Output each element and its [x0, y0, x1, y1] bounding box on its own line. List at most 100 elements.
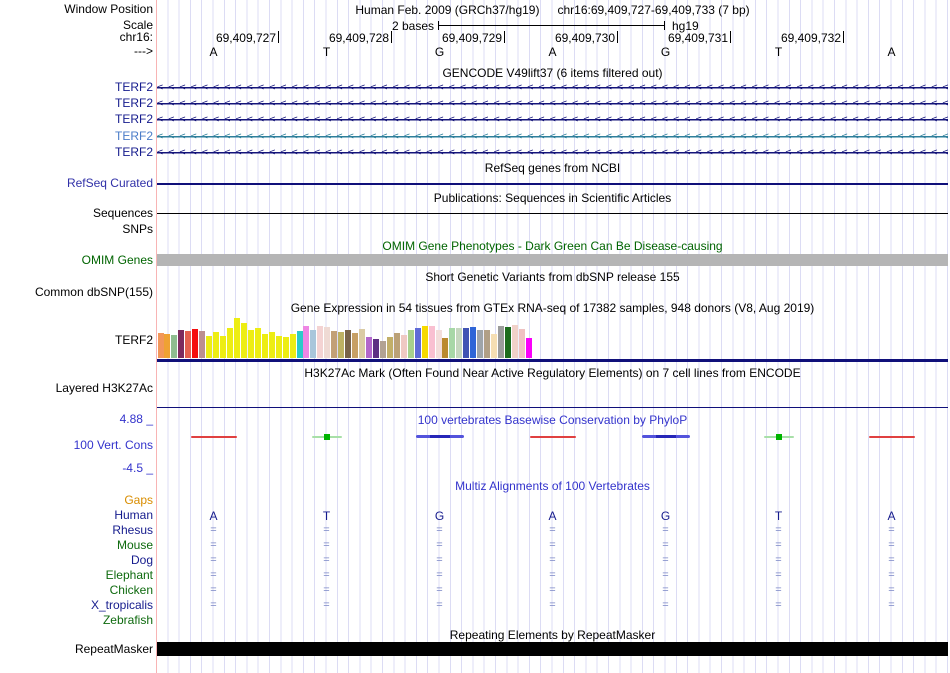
- gtex-bar[interactable]: [352, 333, 359, 358]
- repeatmasker-label[interactable]: RepeatMasker: [74, 642, 153, 656]
- gtex-bar[interactable]: [338, 332, 345, 358]
- gtex-bar[interactable]: [220, 336, 227, 358]
- phylop-mark[interactable]: [190, 436, 237, 438]
- gtex-bar[interactable]: [421, 326, 428, 358]
- gtex-bar[interactable]: [393, 333, 400, 358]
- phylop-mark[interactable]: [415, 435, 464, 438]
- species-label[interactable]: Human: [114, 508, 153, 522]
- species-label[interactable]: Dog: [130, 553, 153, 567]
- gtex-bar[interactable]: [227, 328, 233, 358]
- phylop-mark[interactable]: [641, 435, 690, 438]
- gtex-bar[interactable]: [282, 337, 289, 358]
- species-label[interactable]: Zebrafish: [102, 613, 153, 627]
- base-letter: T: [322, 45, 331, 59]
- gtex-bar[interactable]: [442, 338, 449, 358]
- gene-row-label[interactable]: TERF2: [114, 128, 153, 143]
- gtex-bar[interactable]: [359, 329, 366, 358]
- gtex-bar[interactable]: [435, 330, 442, 358]
- sequences-item-line[interactable]: [157, 213, 948, 214]
- gtex-bar[interactable]: [289, 334, 296, 358]
- common-dbsnp-label[interactable]: Common dbSNP(155): [34, 285, 153, 299]
- gtex-bar[interactable]: [414, 328, 421, 358]
- gtex-bar[interactable]: [303, 326, 310, 358]
- phylop-track-label[interactable]: 100 Vert. Cons: [73, 438, 153, 452]
- gtex-bar[interactable]: [400, 335, 407, 358]
- gtex-bar[interactable]: [247, 330, 254, 358]
- match-mark: =: [210, 569, 217, 581]
- gtex-bar[interactable]: [233, 318, 240, 358]
- match-mark: =: [323, 599, 330, 611]
- phylop-mark[interactable]: [529, 436, 576, 438]
- gtex-bar[interactable]: [164, 334, 171, 358]
- gtex-bar[interactable]: [213, 332, 220, 358]
- gtex-bar[interactable]: [310, 330, 317, 358]
- gtex-bar[interactable]: [254, 328, 261, 358]
- match-mark: =: [436, 599, 443, 611]
- gene-row-label[interactable]: TERF2: [114, 112, 153, 127]
- gtex-bar[interactable]: [185, 331, 192, 358]
- gtex-bar[interactable]: [240, 323, 247, 358]
- gtex-bar[interactable]: [379, 341, 386, 358]
- gtex-bar[interactable]: [296, 331, 303, 358]
- gtex-bar[interactable]: [199, 331, 206, 358]
- species-label[interactable]: Mouse: [116, 538, 153, 552]
- refseq-curated-label[interactable]: RefSeq Curated: [66, 176, 153, 190]
- gtex-bar[interactable]: [477, 330, 484, 358]
- gtex-bar[interactable]: [386, 337, 393, 358]
- gtex-bar[interactable]: [449, 328, 456, 358]
- species-label[interactable]: X_tropicalis: [90, 598, 153, 612]
- gtex-bar[interactable]: [407, 330, 414, 358]
- repeatmasker-element-bar[interactable]: [157, 642, 948, 656]
- gtex-bar[interactable]: [206, 336, 213, 358]
- gtex-bar[interactable]: [317, 326, 324, 358]
- match-mark: =: [323, 539, 330, 551]
- species-label[interactable]: Rhesus: [112, 523, 153, 537]
- gtex-bar[interactable]: [324, 327, 331, 358]
- gtex-bar[interactable]: [331, 331, 338, 358]
- gtex-bar[interactable]: [498, 326, 505, 358]
- gtex-bar[interactable]: [178, 330, 185, 358]
- gene-row-label[interactable]: TERF2: [114, 80, 153, 94]
- gtex-bar[interactable]: [463, 328, 470, 358]
- gtex-bar[interactable]: [518, 329, 525, 358]
- gtex-bar[interactable]: [456, 328, 463, 358]
- omim-gene-bar[interactable]: [157, 254, 948, 266]
- match-mark: =: [775, 554, 782, 566]
- gtex-bar[interactable]: [261, 334, 268, 358]
- species-label[interactable]: Gaps: [124, 493, 153, 507]
- gtex-bar[interactable]: [192, 329, 199, 358]
- phylop-mark[interactable]: [868, 436, 915, 438]
- snps-label[interactable]: SNPs: [122, 222, 153, 236]
- gtex-bar[interactable]: [428, 326, 435, 358]
- gtex-bar[interactable]: [470, 327, 477, 358]
- gtex-gene-label[interactable]: TERF2: [114, 333, 153, 347]
- sequences-label[interactable]: Sequences: [92, 206, 153, 220]
- gene-row[interactable]: <<<<<<<<<<<<<<<<<<<<<<<<<<<<<<<<<<<<<<<<…: [157, 129, 948, 143]
- phylop-mark[interactable]: [311, 434, 342, 440]
- gtex-bar[interactable]: [484, 330, 491, 358]
- gtex-bar[interactable]: [366, 337, 372, 358]
- gtex-bar[interactable]: [491, 334, 498, 358]
- phylop-mark[interactable]: [763, 434, 794, 440]
- refseq-gene-line[interactable]: [157, 183, 948, 185]
- gtex-bar[interactable]: [268, 332, 275, 358]
- gtex-bar[interactable]: [275, 336, 282, 358]
- gtex-bar[interactable]: [372, 339, 379, 358]
- gtex-bar[interactable]: [345, 330, 352, 358]
- species-label[interactable]: Elephant: [105, 568, 153, 582]
- gene-row[interactable]: <<<<<<<<<<<<<<<<<<<<<<<<<<<<<<<<<<<<<<<<…: [157, 145, 948, 159]
- gtex-bar[interactable]: [157, 333, 164, 358]
- gene-row[interactable]: <<<<<<<<<<<<<<<<<<<<<<<<<<<<<<<<<<<<<<<<…: [157, 81, 948, 94]
- gtex-bar[interactable]: [171, 335, 178, 358]
- gtex-bar[interactable]: [505, 327, 511, 358]
- gtex-bar[interactable]: [511, 325, 518, 358]
- gene-row[interactable]: <<<<<<<<<<<<<<<<<<<<<<<<<<<<<<<<<<<<<<<<…: [157, 97, 948, 111]
- gene-row[interactable]: <<<<<<<<<<<<<<<<<<<<<<<<<<<<<<<<<<<<<<<<…: [157, 113, 948, 127]
- layered-h3k27ac-label[interactable]: Layered H3K27Ac: [55, 381, 153, 395]
- gene-row-label[interactable]: TERF2: [114, 96, 153, 111]
- gtex-bar[interactable]: [525, 338, 532, 358]
- species-label[interactable]: Chicken: [109, 583, 153, 597]
- omim-genes-label[interactable]: OMIM Genes: [81, 253, 153, 267]
- position-line: Human Feb. 2009 (GRCh37/hg19) chr16:69,4…: [157, 3, 948, 17]
- gene-row-label[interactable]: TERF2: [114, 144, 153, 159]
